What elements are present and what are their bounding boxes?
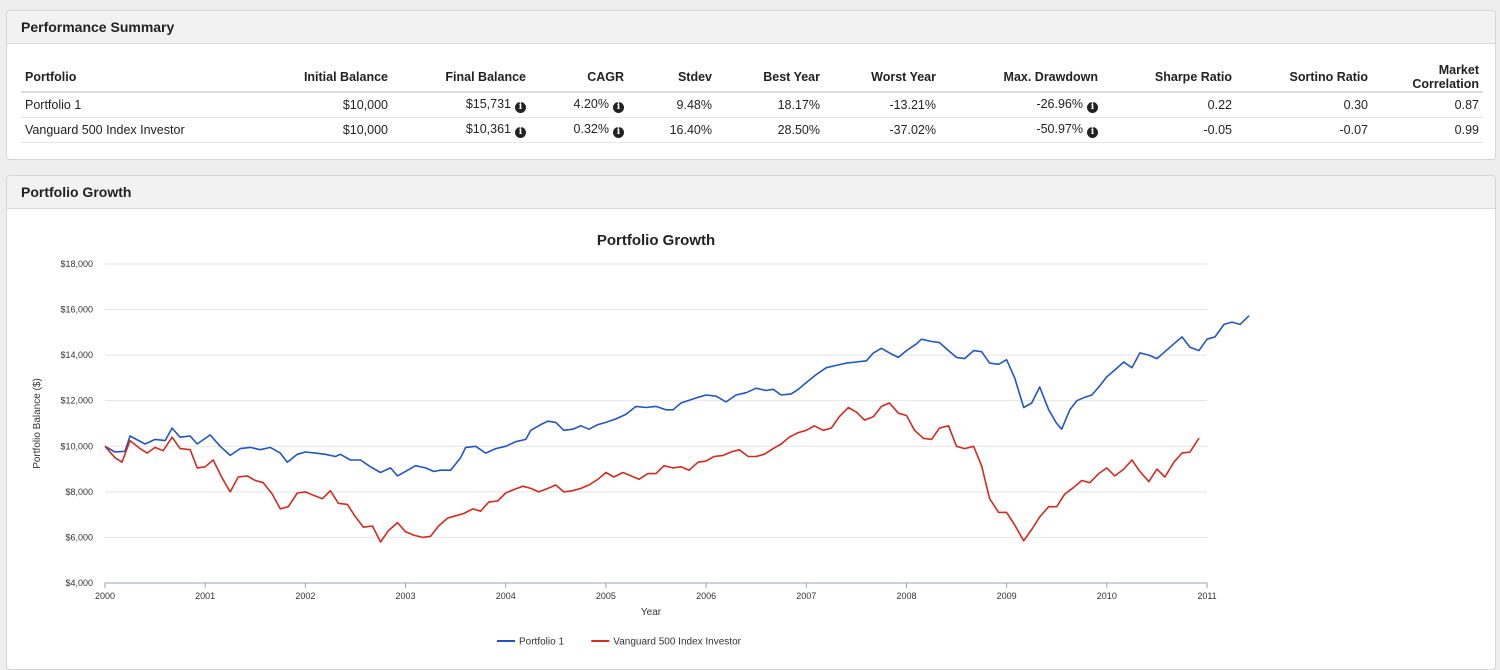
cell-cagr: 4.20% i [530,92,628,118]
y-tick-label: $14,000 [60,350,93,360]
series-layer [104,315,1250,543]
grid-layer [105,263,1207,584]
drawdown-value: -50.97% [1036,122,1083,136]
info-circle-icon[interactable]: i [1087,102,1098,113]
x-tick-label: 2000 [95,591,115,601]
cell-sharpe-ratio: -0.05 [1102,117,1236,143]
x-tick-label: 2006 [696,591,716,601]
col-portfolio: Portfolio [21,63,254,93]
chart-title: Portfolio Growth [597,232,715,249]
table-header-row: Portfolio Initial Balance Final Balance … [21,63,1483,93]
x-tick-label: 2001 [195,591,215,601]
col-worst-year: Worst Year [824,63,940,93]
info-circle-icon[interactable]: i [515,127,526,138]
info-circle-icon[interactable]: i [613,102,624,113]
x-tick-label: 2011 [1197,591,1216,601]
y-tick-label: $18,000 [60,259,93,269]
col-best-year: Best Year [716,63,824,93]
performance-summary-header: Performance Summary [7,11,1495,44]
info-circle-icon[interactable]: i [613,127,624,138]
chart-legend: Portfolio 1 Vanguard 500 Index Investor [497,637,742,648]
cell-worst-year: -37.02% [824,117,940,143]
cell-max-drawdown: -26.96% i [940,92,1102,118]
y-tick-label: $8,000 [65,487,93,497]
performance-table: Portfolio Initial Balance Final Balance … [21,63,1483,143]
y-tick-label: $16,000 [60,305,93,315]
cell-portfolio: Vanguard 500 Index Investor [21,117,254,143]
cell-final-balance: $10,361 i [392,117,530,143]
cell-market-correlation: 0.87 [1372,92,1483,118]
col-market-correlation: Market Correlation [1372,63,1483,93]
series-line-2[interactable] [104,402,1200,543]
col-sortino-ratio: Sortino Ratio [1236,63,1372,93]
x-tick-label: 2010 [1097,591,1117,601]
cell-portfolio: Portfolio 1 [21,92,254,118]
portfolio-growth-panel: Portfolio Growth Portfolio Growth $4,000… [6,175,1496,670]
x-tick-label: 2009 [997,591,1017,601]
col-cagr: CAGR [530,63,628,93]
cell-sharpe-ratio: 0.22 [1102,92,1236,118]
cell-worst-year: -13.21% [824,92,940,118]
col-max-drawdown: Max. Drawdown [940,63,1102,93]
cell-best-year: 18.17% [716,92,824,118]
portfolio-growth-chart: Portfolio Growth $4,000 $6,000 $8,000 $10,0… [32,232,1250,648]
x-tick-label: 2008 [896,591,916,601]
cell-sortino-ratio: -0.07 [1236,117,1372,143]
x-tick-label: 2005 [596,591,616,601]
cagr-value: 0.32% [573,122,609,136]
col-initial-balance: Initial Balance [254,63,392,93]
legend-entry-1[interactable]: Portfolio 1 [519,637,564,648]
col-stdev: Stdev [628,63,716,93]
col-sharpe-ratio: Sharpe Ratio [1102,63,1236,93]
cell-sortino-ratio: 0.30 [1236,92,1372,118]
x-tick-label: 2007 [796,591,816,601]
performance-summary-panel: Performance Summary Portfolio Initial Ba… [6,10,1496,160]
final-balance-value: $15,731 [465,97,511,111]
final-balance-value: $10,361 [465,122,511,136]
series-line-1[interactable] [104,315,1250,477]
info-circle-icon[interactable]: i [1087,127,1098,138]
y-axis-label: Portfolio Balance ($) [32,378,43,469]
x-tick-label: 2002 [295,591,315,601]
y-tick-label: $10,000 [60,441,93,451]
cell-stdev: 16.40% [628,117,716,143]
cell-max-drawdown: -50.97% i [940,117,1102,143]
drawdown-value: -26.96% [1036,97,1083,111]
cell-cagr: 0.32% i [530,117,628,143]
cell-final-balance: $15,731 i [392,92,530,118]
table-row: Vanguard 500 Index Investor $10,000 $10,… [21,117,1483,143]
cell-initial-balance: $10,000 [254,117,392,143]
x-tick-label: 2003 [396,591,416,601]
y-tick-label: $12,000 [60,396,93,406]
portfolio-growth-header: Portfolio Growth [7,176,1495,209]
y-tick-label: $6,000 [65,532,93,542]
legend-entry-2[interactable]: Vanguard 500 Index Investor [613,637,741,648]
x-tick-label: 2004 [496,591,516,601]
cell-stdev: 9.48% [628,92,716,118]
cell-best-year: 28.50% [716,117,824,143]
table-row: Portfolio 1 $10,000 $15,731 i 4.20% i 9.48… [21,92,1483,118]
y-tick-label: $4,000 [65,578,93,588]
cell-market-correlation: 0.99 [1372,117,1483,143]
x-axis-label: Year [641,607,662,618]
axis-layer: $4,000 $6,000 $8,000 $10,000 $12,000 $14,000 $… [60,259,1216,601]
info-circle-icon[interactable]: i [515,102,526,113]
col-final-balance: Final Balance [392,63,530,93]
cagr-value: 4.20% [573,97,609,111]
cell-initial-balance: $10,000 [254,92,392,118]
